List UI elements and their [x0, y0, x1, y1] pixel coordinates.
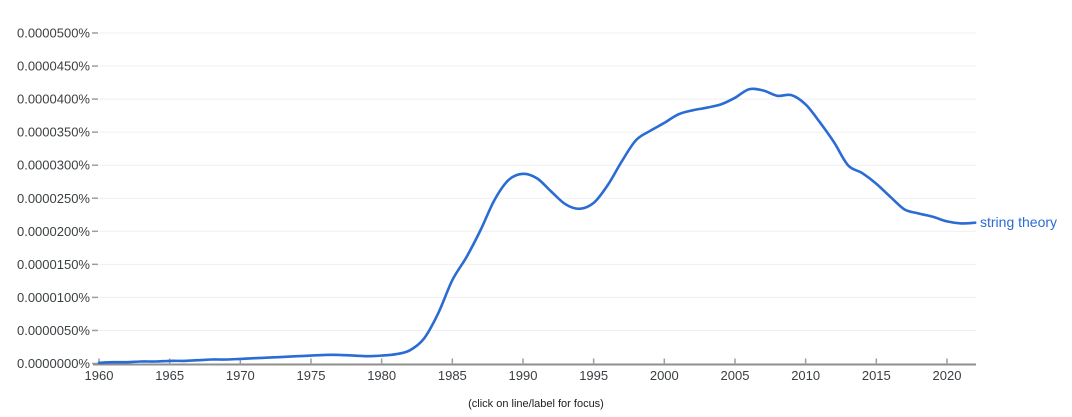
x-axis-label: 1970: [226, 368, 255, 383]
x-axis-label: 1965: [155, 368, 184, 383]
y-axis-label: 0.0000050%: [17, 323, 90, 338]
y-axis-label: 0.0000000%: [17, 356, 90, 371]
y-axis-label: 0.0000300%: [17, 158, 90, 173]
x-axis-label: 1980: [367, 368, 396, 383]
x-axis-label: 1985: [438, 368, 467, 383]
y-axis-label: 0.0000350%: [17, 125, 90, 140]
x-axis-label: 2015: [862, 368, 891, 383]
y-axis-label: 0.0000150%: [17, 257, 90, 272]
x-axis-label: 2005: [721, 368, 750, 383]
x-axis-label: 1990: [509, 368, 538, 383]
y-axis-label: 0.0000400%: [17, 92, 90, 107]
chart-caption: (click on line/label for focus): [468, 398, 604, 410]
y-axis-label: 0.0000450%: [17, 59, 90, 74]
y-axis-label: 0.0000500%: [17, 26, 90, 41]
y-axis-label: 0.0000250%: [17, 191, 90, 206]
x-axis-label: 2000: [650, 368, 679, 383]
x-axis-label: 1975: [297, 368, 326, 383]
y-axis-label: 0.0000100%: [17, 290, 90, 305]
x-axis-label: 1960: [85, 368, 114, 383]
x-axis-label: 1995: [579, 368, 608, 383]
series-line-string-theory[interactable]: [97, 87, 977, 365]
x-axis-label: 2010: [791, 368, 820, 383]
x-axis-label: 2020: [933, 368, 962, 383]
series-label-string-theory[interactable]: string theory: [980, 214, 1058, 231]
y-axis-label: 0.0000200%: [17, 224, 90, 239]
